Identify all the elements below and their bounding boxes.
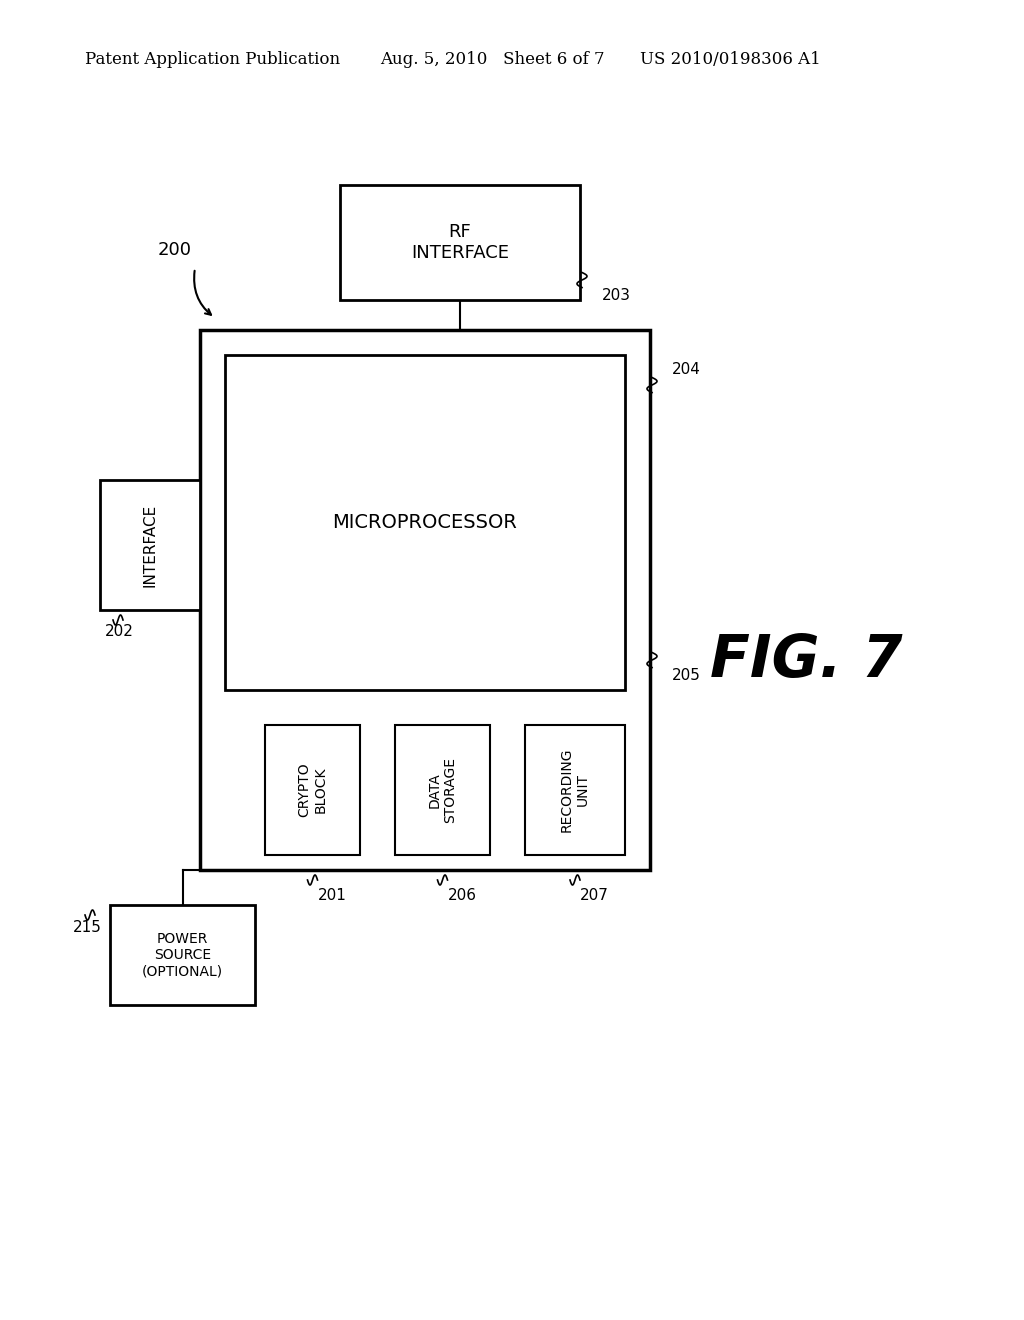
Text: Patent Application Publication: Patent Application Publication — [85, 51, 340, 69]
Bar — [100, 480, 200, 610]
Bar — [395, 725, 490, 855]
Text: DATA
STORAGE: DATA STORAGE — [427, 756, 458, 822]
Bar — [200, 330, 650, 870]
Text: 207: 207 — [580, 887, 609, 903]
Text: RF
INTERFACE: RF INTERFACE — [411, 223, 509, 261]
Text: MICROPROCESSOR: MICROPROCESSOR — [333, 513, 517, 532]
Bar — [225, 355, 625, 690]
Bar — [265, 725, 360, 855]
Text: 204: 204 — [672, 363, 700, 378]
Bar — [340, 185, 580, 300]
Text: CRYPTO
BLOCK: CRYPTO BLOCK — [297, 763, 328, 817]
Text: 200: 200 — [158, 242, 193, 259]
Text: INTERFACE: INTERFACE — [142, 503, 158, 586]
Text: 203: 203 — [602, 288, 631, 302]
Bar — [525, 725, 625, 855]
Text: 202: 202 — [105, 624, 134, 639]
Bar — [110, 906, 255, 1005]
Text: 201: 201 — [317, 887, 346, 903]
Text: POWER
SOURCE
(OPTIONAL): POWER SOURCE (OPTIONAL) — [142, 932, 223, 978]
Text: US 2010/0198306 A1: US 2010/0198306 A1 — [640, 51, 821, 69]
Text: RECORDING
UNIT: RECORDING UNIT — [560, 747, 590, 832]
Text: 215: 215 — [73, 920, 102, 935]
Text: Aug. 5, 2010   Sheet 6 of 7: Aug. 5, 2010 Sheet 6 of 7 — [380, 51, 604, 69]
Text: 205: 205 — [672, 668, 700, 682]
Text: FIG. 7: FIG. 7 — [710, 631, 902, 689]
Text: 206: 206 — [447, 887, 476, 903]
